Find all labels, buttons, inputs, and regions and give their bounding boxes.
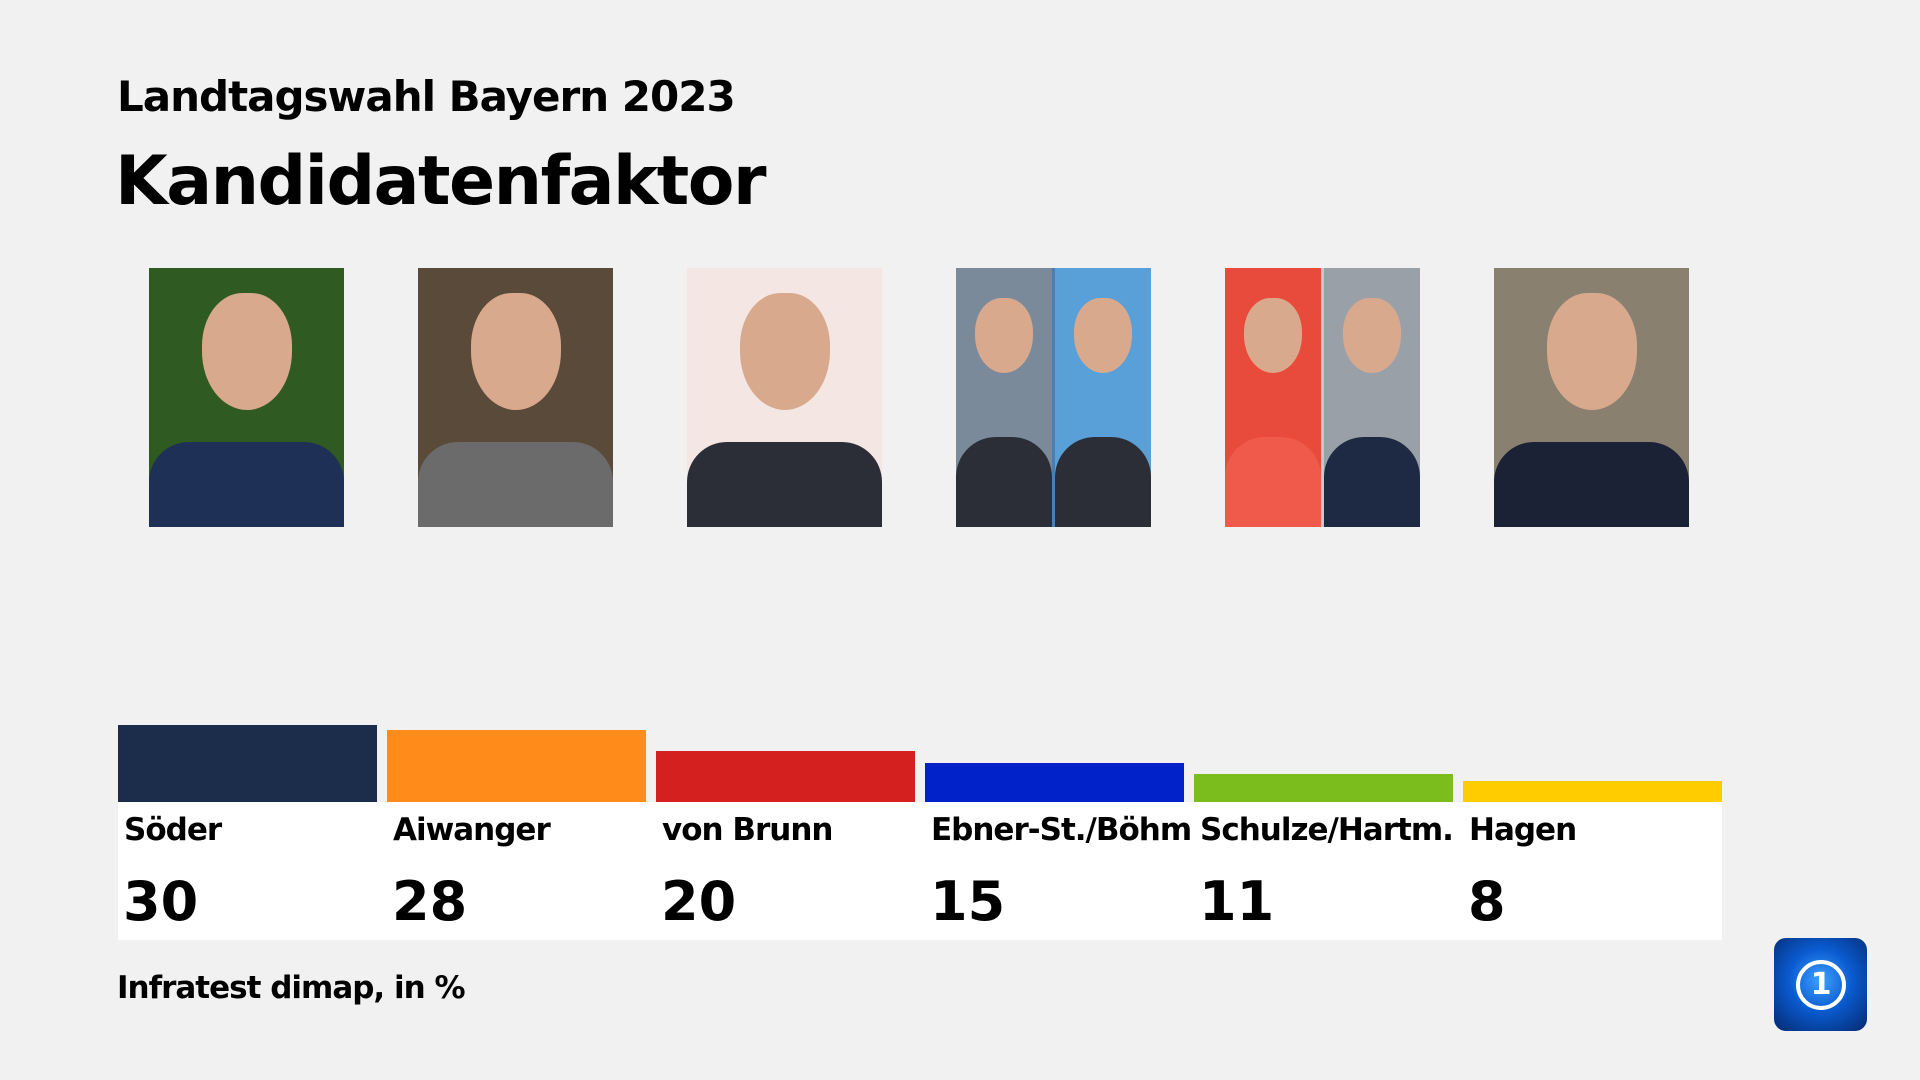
bar-2 (656, 750, 915, 802)
bar-3 (925, 763, 1184, 802)
value-label: 28 (392, 870, 468, 933)
bar-0 (118, 724, 377, 802)
tagesschau-logo-icon: 1 (1774, 938, 1867, 1031)
logo-one: 1 (1796, 960, 1846, 1010)
candidate-photo (149, 268, 344, 527)
category-label: Schulze/Hartm. (1200, 812, 1454, 848)
candidate-photo (1225, 268, 1420, 527)
value-label: 20 (661, 870, 737, 933)
chart-title: Kandidatenfaktor (115, 142, 767, 221)
bar-4 (1194, 773, 1453, 802)
category-label: von Brunn (662, 812, 833, 848)
value-label: 30 (123, 870, 199, 933)
source-note: Infratest dimap, in % (117, 970, 466, 1006)
value-label: 15 (930, 870, 1006, 933)
candidate-photo (418, 268, 613, 527)
value-label: 8 (1468, 870, 1506, 933)
category-label: Ebner-St./Böhm (931, 812, 1192, 848)
supertitle: Landtagswahl Bayern 2023 (117, 72, 736, 121)
bar-5 (1463, 781, 1722, 802)
candidate-photo (687, 268, 882, 527)
candidate-photo (1494, 268, 1689, 527)
bar-1 (387, 730, 646, 802)
category-label: Aiwanger (393, 812, 551, 848)
category-label: Hagen (1469, 812, 1577, 848)
category-label: Söder (124, 812, 222, 848)
label-panel (118, 802, 1722, 940)
value-label: 11 (1199, 870, 1275, 933)
candidate-photo (956, 268, 1151, 527)
